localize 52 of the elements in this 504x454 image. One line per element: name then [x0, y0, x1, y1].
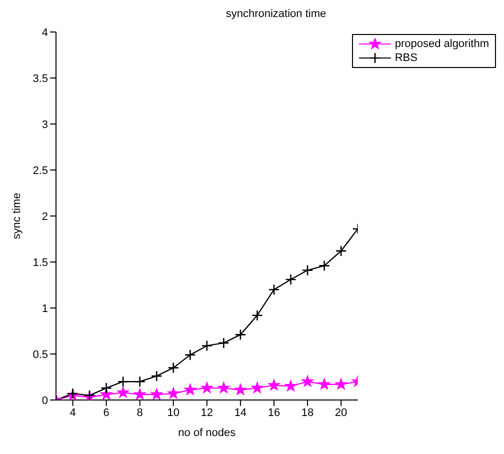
point — [201, 340, 213, 352]
point — [234, 384, 246, 395]
point — [168, 388, 180, 399]
point — [318, 378, 330, 390]
point — [335, 378, 347, 390]
point — [335, 245, 347, 257]
y-tick-label: 2 — [42, 210, 48, 223]
point — [302, 264, 314, 276]
x-tick-label: 20 — [334, 406, 348, 419]
point — [285, 274, 296, 286]
point — [252, 310, 263, 322]
point — [218, 337, 230, 349]
y-tick-label: 1.5 — [32, 256, 48, 269]
point — [218, 382, 230, 393]
point — [268, 379, 280, 390]
point — [100, 382, 112, 394]
point — [150, 370, 162, 382]
point — [134, 376, 146, 388]
y-axis-title: sync time — [10, 192, 23, 240]
legend-label: proposed algorithm — [394, 37, 489, 51]
x-tick-label: 12 — [200, 406, 214, 419]
y-tick-label: 1 — [42, 302, 48, 315]
point — [285, 380, 296, 392]
y-tick-label: 3 — [42, 118, 48, 131]
point — [268, 284, 280, 296]
x-tick-label: 18 — [301, 406, 314, 419]
x-tick-label: 14 — [234, 406, 247, 419]
x-tick-label: 16 — [268, 406, 280, 419]
point — [168, 362, 180, 374]
point — [184, 349, 196, 361]
chart-title: synchronization time — [224, 8, 328, 22]
legend-label: RBS — [394, 51, 418, 65]
point — [117, 376, 129, 388]
point — [234, 329, 246, 340]
y-tick-label: 2.5 — [32, 164, 48, 177]
point — [134, 388, 146, 400]
x-tick-label: 8 — [136, 406, 143, 419]
x-tick-label: 6 — [103, 406, 110, 419]
point — [184, 384, 196, 395]
point — [150, 388, 162, 400]
x-axis-title: no of nodes — [178, 427, 236, 439]
y-tick-label: 4 — [42, 26, 48, 39]
point — [302, 376, 314, 387]
y-tick-label: 3.5 — [32, 72, 48, 85]
x-tick-label: 10 — [167, 406, 180, 419]
point — [251, 382, 263, 393]
point — [318, 260, 330, 272]
x-tick-label: 4 — [70, 406, 76, 419]
point — [117, 386, 129, 398]
point — [201, 382, 213, 393]
y-tick-label: 0 — [42, 394, 48, 407]
y-tick-label: 0.5 — [32, 348, 48, 361]
